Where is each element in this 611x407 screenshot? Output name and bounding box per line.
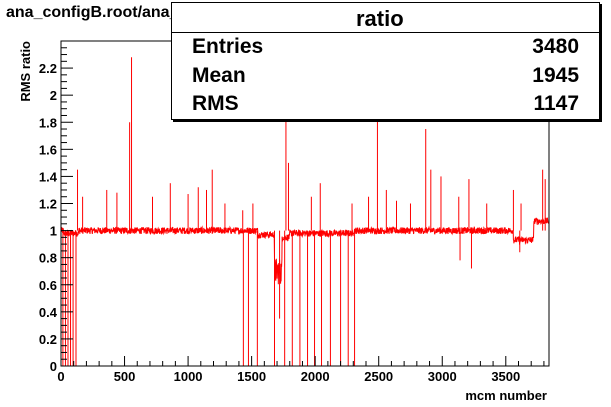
x-tick-label: 3000 (428, 369, 457, 384)
y-tick-label: 0.2 (39, 332, 57, 347)
x-axis-label: mcm number (465, 388, 547, 403)
y-tick-label: 0.6 (39, 278, 57, 293)
x-tick-label: 0 (57, 369, 64, 384)
series-line (60, 217, 550, 285)
stats-value: 1147 (533, 92, 579, 115)
y-tick-label: 1.4 (39, 169, 58, 184)
y-axis-label: RMS ratio (18, 41, 33, 102)
stats-title: ratio (356, 6, 404, 31)
x-tick-label: 1500 (237, 369, 266, 384)
stats-label: Mean (192, 64, 246, 87)
stats-value: 3480 (532, 35, 579, 58)
y-tick-label: 1.6 (39, 142, 57, 157)
y-tick-label: 1 (50, 224, 57, 239)
y-tick-label: 2.2 (39, 61, 57, 76)
stats-box: ratio Entries 3480 Mean 1945 RMS 1147 (171, 2, 600, 120)
x-tick-label: 2500 (364, 369, 393, 384)
stats-row-entries: Entries 3480 (172, 33, 599, 61)
stats-value: 1945 (532, 64, 579, 87)
axis-layer: 0 500 1000 1500 2000 2500 3000 3500 0 0.2 0.4 0.6 0.… (39, 47, 545, 384)
stats-title-bar: ratio (172, 3, 599, 33)
x-tick-label: 3500 (491, 369, 520, 384)
y-tick-label: 1.8 (39, 115, 57, 130)
x-tick-label: 1000 (174, 369, 203, 384)
stats-label: RMS (192, 92, 239, 115)
stats-row-rms: RMS 1147 (172, 90, 599, 118)
x-tick-label: 500 (114, 369, 136, 384)
series-layer (60, 57, 550, 366)
y-tick-label: 2 (50, 88, 57, 103)
stats-row-mean: Mean 1945 (172, 62, 599, 90)
y-tick-label: 0.4 (39, 305, 58, 320)
stats-label: Entries (192, 35, 264, 58)
y-tick-label: 1.2 (39, 197, 57, 212)
y-tick-label: 0.8 (39, 251, 57, 266)
x-tick-label: 2000 (301, 369, 330, 384)
y-tick-label: 0 (50, 359, 57, 374)
